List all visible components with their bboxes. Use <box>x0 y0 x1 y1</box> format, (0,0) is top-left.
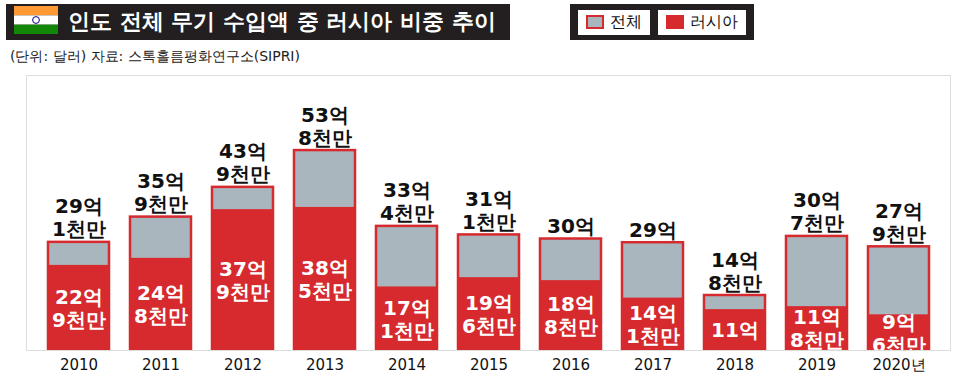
svg-text:18억8천만: 18억8천만 <box>544 292 598 339</box>
svg-text:2015: 2015 <box>470 356 508 374</box>
svg-text:35억9천만: 35억9천만 <box>134 169 188 216</box>
html-text:(단위: 달러) 자료: 스톡홀름평화연구소(SIPRI): (단위: 달러) 자료: 스톡홀름평화연구소(SIPRI) <box>10 48 300 64</box>
html-text:인도 전체 무기 수입액 중 러시아 비중 추이: 인도 전체 무기 수입액 중 러시아 비중 추이 <box>68 9 496 34</box>
html-text:전체: 전체 <box>610 11 642 31</box>
svg-text:2013: 2013 <box>306 356 344 374</box>
svg-text:19억6천만: 19억6천만 <box>462 291 516 338</box>
svg-text:11억8천만: 11억8천만 <box>790 305 844 352</box>
svg-text:14억1천만: 14억1천만 <box>626 301 680 348</box>
html-text:러시아: 러시아 <box>690 11 738 31</box>
svg-text:2011: 2011 <box>142 356 180 374</box>
svg-text:2014: 2014 <box>388 356 426 374</box>
svg-text:2012: 2012 <box>224 356 262 374</box>
svg-text:17억1천만: 17억1천만 <box>380 296 434 343</box>
svg-text:33억4천만: 33억4천만 <box>380 178 434 225</box>
svg-text:9억6천만: 9억6천만 <box>872 310 926 357</box>
svg-text:31억1천만: 31억1천만 <box>462 187 516 234</box>
svg-text:14억8천만: 14억8천만 <box>708 248 762 295</box>
svg-text:37억9천만: 37억9천만 <box>216 257 270 304</box>
svg-text:2019: 2019 <box>798 356 836 374</box>
svg-text:30억7천만: 30억7천만 <box>790 188 844 235</box>
svg-text:2018: 2018 <box>716 356 754 374</box>
svg-text:43억9천만: 43억9천만 <box>216 139 270 186</box>
svg-text:29억: 29억 <box>629 218 677 242</box>
svg-text:29억1천만: 29억1천만 <box>52 194 106 241</box>
svg-text:2016: 2016 <box>552 356 590 374</box>
svg-text:27억9천만: 27억9천만 <box>872 199 926 246</box>
svg-text:53억8천만: 53억8천만 <box>298 103 352 150</box>
svg-text:2010: 2010 <box>60 356 98 374</box>
svg-text:38억5천만: 38억5천만 <box>298 256 352 303</box>
svg-text:22억9천만: 22억9천만 <box>52 285 106 332</box>
svg-text:11억: 11억 <box>711 318 759 342</box>
svg-text:30억: 30억 <box>547 214 595 238</box>
svg-text:2020년: 2020년 <box>872 356 925 374</box>
svg-text:24억8천만: 24억8천만 <box>134 281 188 328</box>
svg-text:2017: 2017 <box>634 356 672 374</box>
